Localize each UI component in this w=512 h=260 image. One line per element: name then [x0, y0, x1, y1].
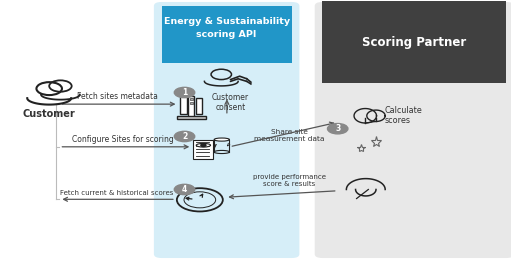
Bar	[189, 102, 193, 104]
Bar	[189, 98, 193, 100]
Text: Customer
consent: Customer consent	[212, 93, 249, 112]
Text: 4: 4	[182, 185, 187, 194]
Bar	[180, 96, 186, 114]
Circle shape	[174, 131, 195, 142]
Text: 3: 3	[335, 124, 340, 133]
Circle shape	[174, 184, 195, 195]
Bar	[323, 1, 506, 83]
Text: Customer: Customer	[23, 109, 76, 120]
Ellipse shape	[214, 138, 229, 141]
Ellipse shape	[196, 144, 210, 147]
Text: 1: 1	[182, 88, 187, 97]
Circle shape	[201, 144, 206, 147]
Bar	[177, 115, 206, 119]
FancyBboxPatch shape	[154, 2, 300, 258]
Text: Fetch sites metadata: Fetch sites metadata	[77, 92, 158, 101]
Text: provide performance
score & results: provide performance score & results	[253, 174, 326, 187]
FancyBboxPatch shape	[193, 140, 212, 159]
Circle shape	[174, 87, 195, 98]
Text: Scoring Partner: Scoring Partner	[362, 36, 466, 49]
Bar	[196, 98, 202, 114]
Text: Configure Sites for scoring: Configure Sites for scoring	[72, 135, 174, 144]
Bar	[188, 96, 194, 117]
Text: 2: 2	[182, 132, 187, 141]
Circle shape	[328, 124, 348, 134]
FancyBboxPatch shape	[315, 2, 512, 258]
Text: Fetch current & historical scores: Fetch current & historical scores	[60, 190, 174, 196]
Text: Share site
measurement data: Share site measurement data	[254, 129, 325, 142]
Bar	[162, 6, 292, 63]
Text: Calculate
scores: Calculate scores	[385, 106, 422, 126]
Text: Energy & Sustainability
scoring API: Energy & Sustainability scoring API	[163, 17, 290, 38]
